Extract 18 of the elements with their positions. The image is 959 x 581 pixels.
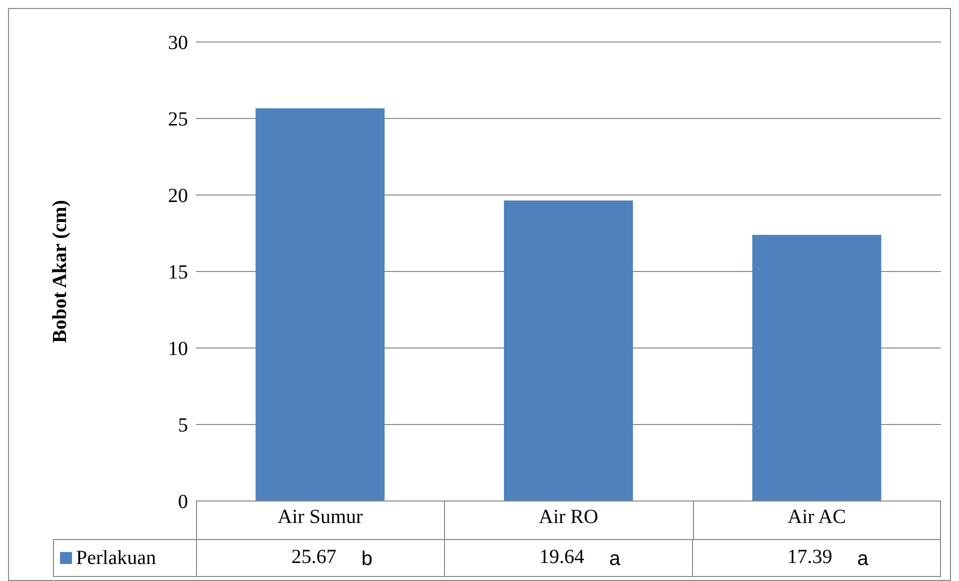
x-tick-label: Air AC xyxy=(788,506,846,528)
y-tick-label: 15 xyxy=(168,262,188,284)
y-axis-title: Bobot Akar (cm) xyxy=(49,200,72,343)
y-tick-label: 20 xyxy=(168,185,188,208)
y-tick-label: 0 xyxy=(178,491,188,514)
data-label: 17.39 xyxy=(787,546,832,569)
text: a xyxy=(857,548,868,571)
y-tick-label: 30 xyxy=(168,32,188,54)
y-tick-label: 25 xyxy=(168,108,188,131)
x-tick-label: Air RO xyxy=(538,506,598,528)
x-tick-label: Air Sumur xyxy=(278,506,364,528)
data-label: 25.67 xyxy=(291,546,336,569)
y-tick-label: 5 xyxy=(178,414,188,437)
legend-label: Perlakuan xyxy=(76,546,156,570)
text: b xyxy=(361,548,372,571)
y-tick-label: 10 xyxy=(168,338,188,360)
text: a xyxy=(609,548,620,571)
data-label: 19.64 xyxy=(539,546,584,569)
